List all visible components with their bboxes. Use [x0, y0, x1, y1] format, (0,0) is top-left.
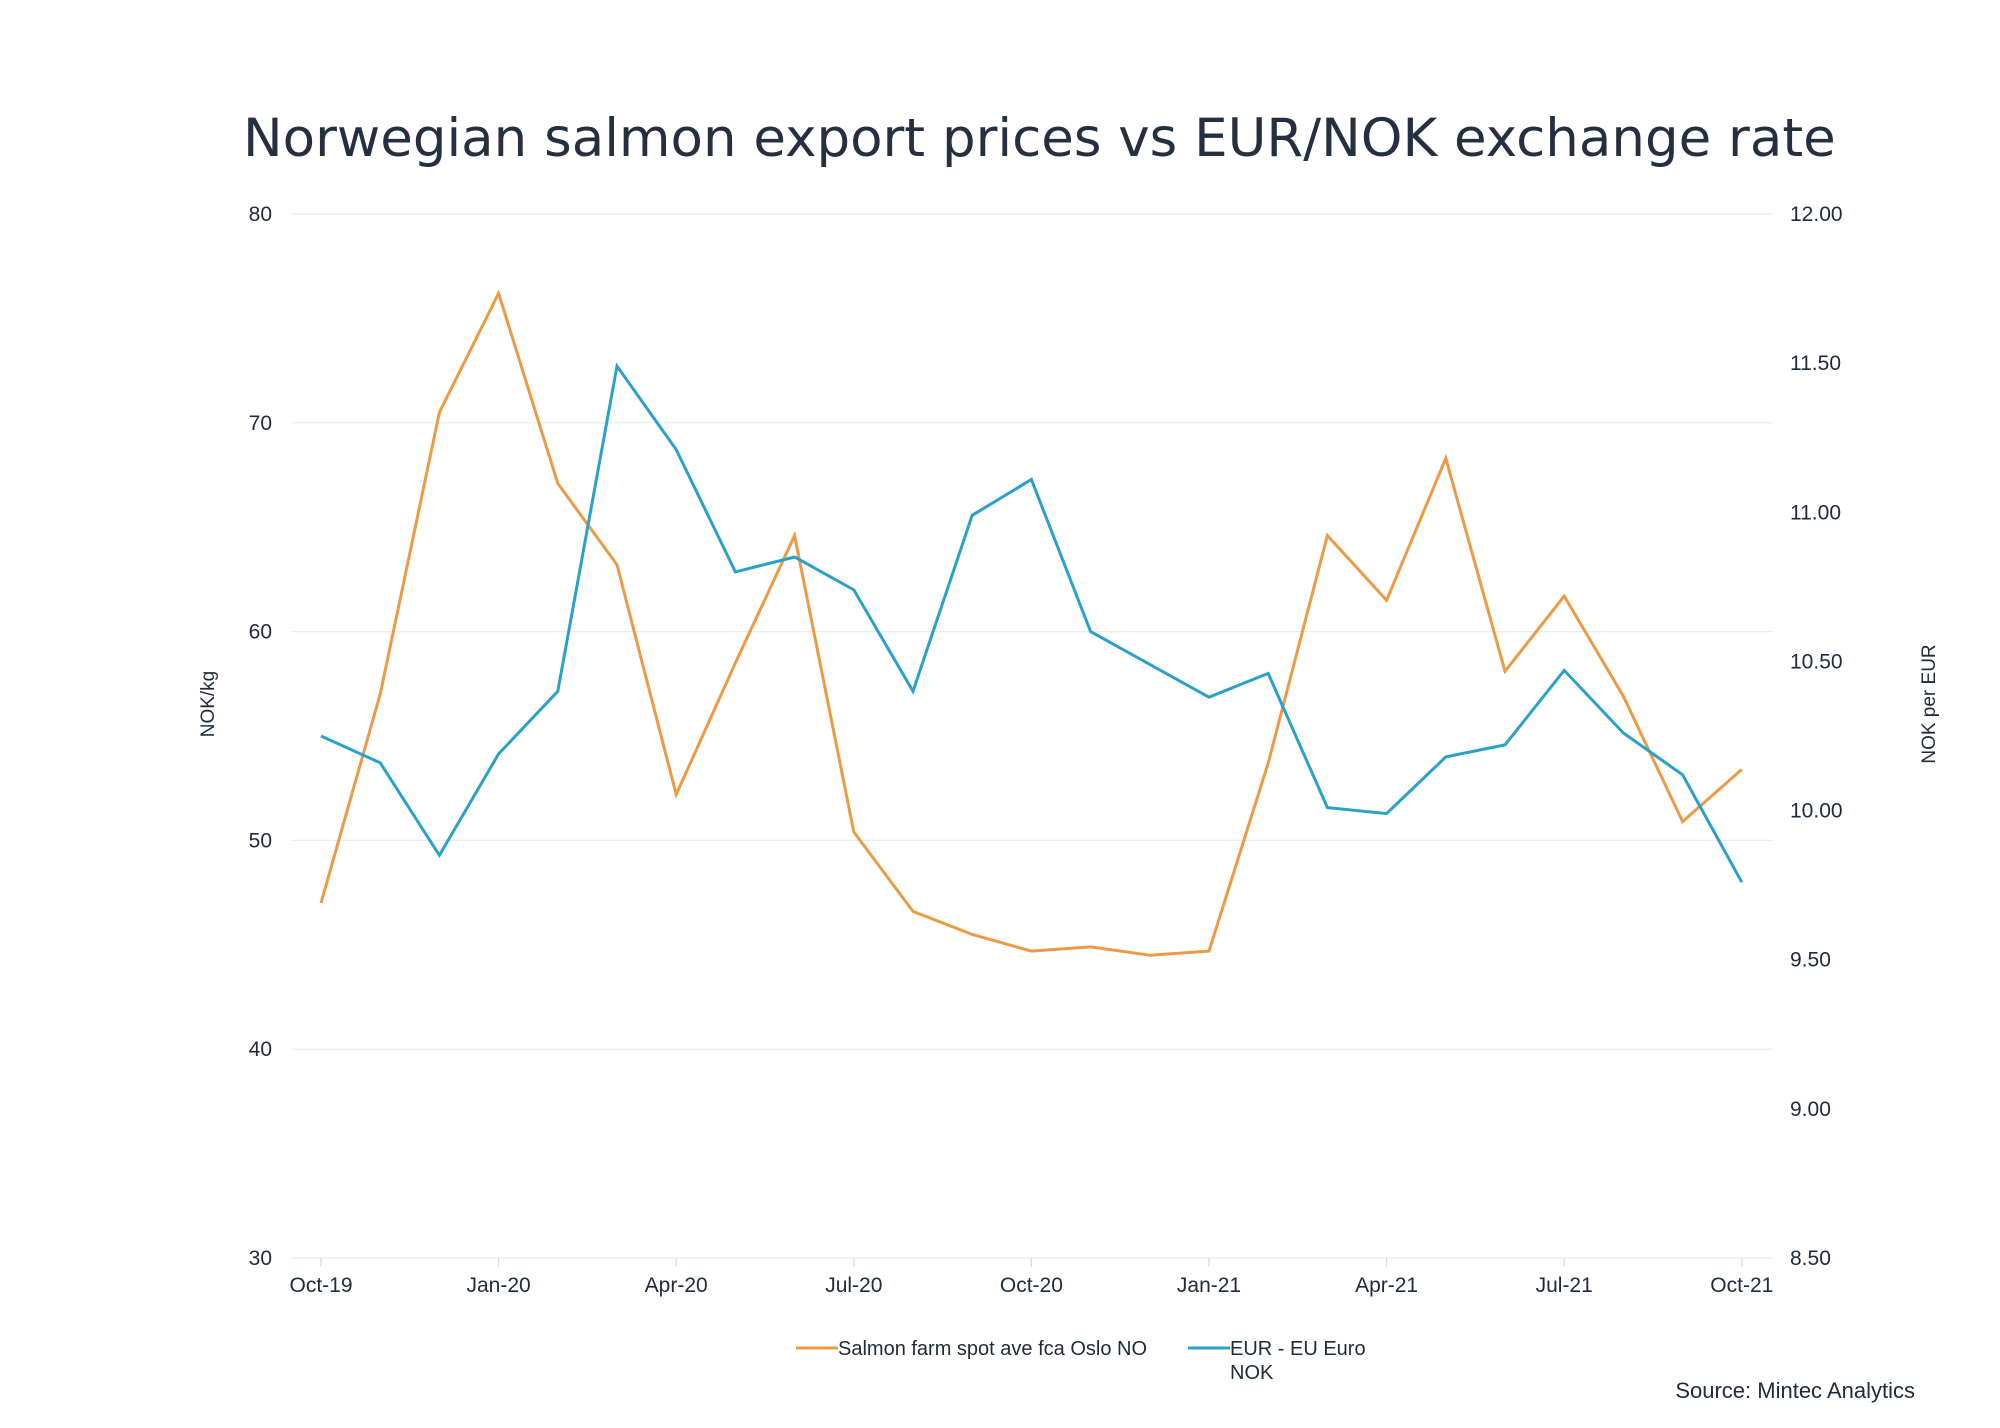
- x-tick-label: Oct-21: [1710, 1274, 1773, 1297]
- legend-label-salmon: Salmon farm spot ave fca Oslo NO: [838, 1338, 1147, 1360]
- y2-tick-label: 8.50: [1790, 1247, 1831, 1270]
- x-tick-label: Jan-20: [466, 1274, 530, 1297]
- source-note: Source: Mintec Analytics: [1675, 1378, 1915, 1403]
- x-tick-label: Jul-20: [825, 1274, 882, 1297]
- y2-tick-label: 11.00: [1790, 501, 1841, 524]
- y2-tick-label: 10.50: [1790, 650, 1843, 673]
- y-tick-label: 80: [249, 203, 272, 226]
- y2-tick-label: 10.00: [1790, 800, 1843, 823]
- y-tick-label: 40: [249, 1038, 272, 1061]
- chart-title: Norwegian salmon export prices vs EUR/NO…: [243, 108, 1836, 169]
- legend: Salmon farm spot ave fca Oslo NO EUR - E…: [796, 1338, 1366, 1384]
- x-tick-label: Oct-20: [1000, 1274, 1063, 1297]
- x-tick-label: Apr-21: [1355, 1274, 1418, 1297]
- y2-tick-label: 12.00: [1790, 203, 1843, 226]
- y-tick-label: 30: [249, 1247, 272, 1270]
- y-tick-label: 60: [249, 621, 272, 644]
- legend-label-eurnok-line1: EUR - EU Euro: [1230, 1338, 1366, 1360]
- y-tick-label: 70: [249, 412, 272, 435]
- y-axis-left: 80 70 60 50 40 30: [249, 203, 272, 1270]
- series-line-salmon-price: [319, 289, 1743, 957]
- y-axis-right: 12.00 11.50 11.00 10.50 10.00 9.50 9.00 8.50: [1790, 203, 1843, 1270]
- y2-tick-label: 9.00: [1790, 1098, 1831, 1121]
- x-axis: Oct-19 Jan-20 Apr-20 Jul-20 Oct-20 Jan-21 Apr-…: [289, 1258, 1773, 1297]
- y2-tick-label: 9.50: [1790, 949, 1831, 972]
- y-axis-title: NOK/kg: [198, 671, 219, 738]
- legend-label-eurnok-line2: NOK: [1230, 1362, 1274, 1384]
- y-tick-label: 50: [249, 829, 272, 852]
- series-line-eur-nok: [320, 362, 1744, 883]
- x-tick-label: Jan-21: [1177, 1274, 1241, 1297]
- x-tick-label: Jul-21: [1536, 1274, 1593, 1297]
- y2-tick-label: 11.50: [1790, 352, 1841, 375]
- series-lines: [319, 289, 1744, 957]
- y2-axis-title: NOK per EUR: [1919, 644, 1940, 763]
- x-tick-label: Oct-19: [289, 1274, 352, 1297]
- x-tick-label: Apr-20: [645, 1274, 708, 1297]
